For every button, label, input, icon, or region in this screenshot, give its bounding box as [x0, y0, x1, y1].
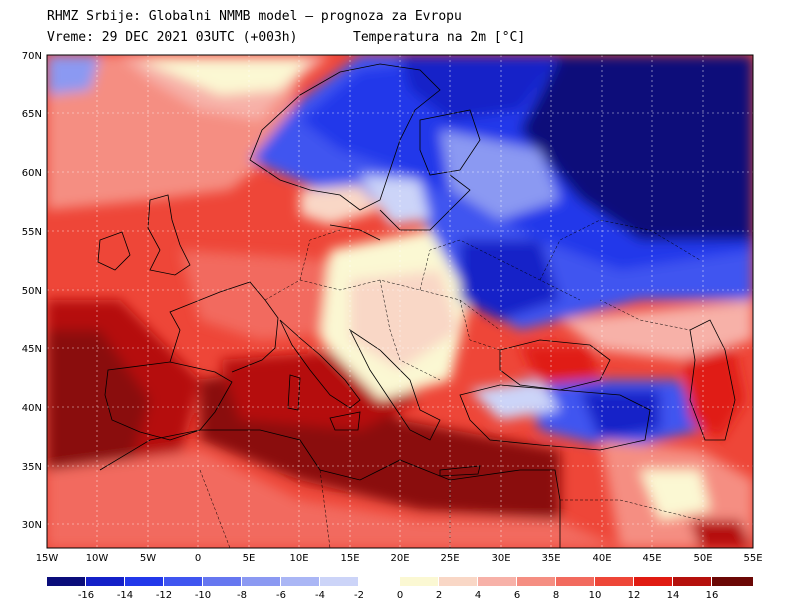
- legend-label: 2: [436, 590, 442, 600]
- lat-label: 65N: [22, 109, 42, 120]
- lat-label: 60N: [22, 168, 42, 179]
- legend-label: -2: [354, 590, 364, 600]
- lat-label: 70N: [22, 51, 42, 62]
- lon-label: 35E: [541, 553, 560, 564]
- legend-label: 10: [589, 590, 602, 600]
- lat-label: 45N: [22, 344, 42, 355]
- lon-label: 25E: [440, 553, 459, 564]
- graticule: [47, 55, 753, 548]
- lat-label: 35N: [22, 462, 42, 473]
- legend-swatch: [203, 577, 241, 586]
- legend-label: -10: [195, 590, 211, 600]
- legend-swatch: [439, 577, 477, 586]
- temperature-field: [47, 55, 753, 548]
- lon-label: 20E: [390, 553, 409, 564]
- legend-label: -8: [237, 590, 247, 600]
- legend-swatch: [634, 577, 672, 586]
- legend-swatch: [478, 577, 516, 586]
- map-title: RHMZ Srbije: Globalni NMMB model — progn…: [47, 9, 462, 24]
- lon-label: 45E: [642, 553, 661, 564]
- legend-label: -4: [315, 590, 325, 600]
- parameter-label: Temperatura na 2m [°C]: [353, 30, 526, 45]
- legend-swatch: [673, 577, 711, 586]
- legend-swatch: [712, 577, 753, 586]
- legend-label: 14: [667, 590, 680, 600]
- forecast-run-time: Vreme: 29 DEC 2021 03UTC (+003h): [47, 30, 298, 45]
- legend-swatch: [320, 577, 358, 586]
- legend-swatch: [556, 577, 594, 586]
- legend-swatch: [164, 577, 202, 586]
- lon-label: 40E: [592, 553, 611, 564]
- map-frame: [46, 54, 754, 549]
- legend-colorbar: [47, 577, 753, 586]
- legend-label: -14: [117, 590, 133, 600]
- legend-label: 8: [553, 590, 559, 600]
- lon-label: 5W: [140, 553, 156, 564]
- legend-label: 6: [514, 590, 520, 600]
- legend-label: -12: [156, 590, 172, 600]
- legend-swatch: [86, 577, 124, 586]
- latitude-labels: 70N 65N 60N 55N 50N 45N 40N 35N 30N: [22, 51, 42, 531]
- lon-label: 10E: [289, 553, 308, 564]
- legend-label: -16: [78, 590, 94, 600]
- lon-label: 10W: [86, 553, 109, 564]
- legend-swatch: [125, 577, 163, 586]
- legend-swatch: [242, 577, 280, 586]
- longitude-labels: 15W 10W 5W 0 5E 10E 15E 20E 25E 30E 35E …: [36, 553, 763, 564]
- legend-labels: -16 -14 -12 -10 -8 -6 -4 -2 0 2 4 6 8 10…: [78, 590, 719, 600]
- legend-label: 16: [706, 590, 719, 600]
- legend-swatch: [47, 577, 85, 586]
- lon-label: 30E: [491, 553, 510, 564]
- lon-label: 50E: [693, 553, 712, 564]
- coastlines: [97, 63, 736, 548]
- legend-label: 0: [397, 590, 403, 600]
- legend-label: 12: [628, 590, 641, 600]
- lat-label: 40N: [22, 403, 42, 414]
- legend-swatch: [595, 577, 633, 586]
- lon-label: 5E: [243, 553, 256, 564]
- country-borders: [199, 219, 701, 548]
- lon-label: 0: [195, 553, 201, 564]
- lon-label: 15W: [36, 553, 59, 564]
- legend-swatch: [517, 577, 555, 586]
- legend-swatch: [281, 577, 319, 586]
- lat-label: 50N: [22, 286, 42, 297]
- lon-label: 15E: [340, 553, 359, 564]
- lat-label: 30N: [22, 520, 42, 531]
- lat-label: 55N: [22, 227, 42, 238]
- lon-label: 55E: [743, 553, 762, 564]
- legend-swatch: [400, 577, 438, 586]
- legend-label: -6: [276, 590, 286, 600]
- legend-label: 4: [475, 590, 481, 600]
